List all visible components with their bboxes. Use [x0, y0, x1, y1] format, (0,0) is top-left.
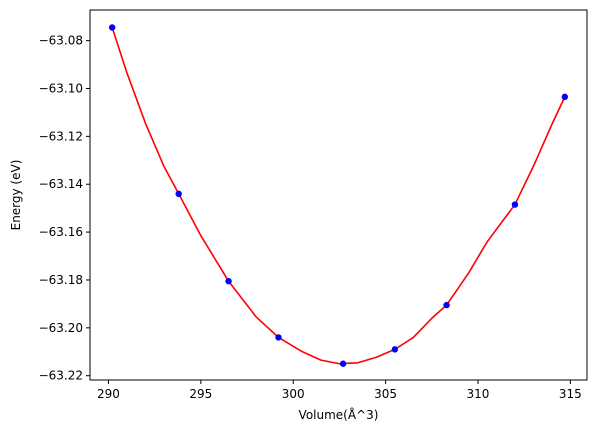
y-tick-label: −63.22 — [39, 369, 83, 383]
x-tick-label: 305 — [374, 387, 397, 401]
data-point — [339, 360, 347, 367]
x-tick-label: 295 — [189, 387, 212, 401]
data-point — [561, 93, 569, 101]
x-tick-label: 300 — [282, 387, 305, 401]
y-axis-label: Energy (eV) — [9, 160, 23, 231]
y-tick-label: −63.16 — [39, 225, 83, 239]
fit-curve-line — [111, 27, 566, 365]
data-point — [511, 201, 519, 208]
y-tick-label: −63.14 — [39, 177, 83, 191]
y-tick-label: −63.18 — [39, 273, 83, 287]
y-tick-label: −63.20 — [39, 321, 83, 335]
x-tick-label: 290 — [97, 387, 120, 401]
plot-background — [90, 10, 587, 380]
y-tick-label: −63.08 — [39, 34, 83, 48]
x-tick-label: 315 — [559, 387, 582, 401]
plot-frame — [89, 9, 588, 381]
data-point — [225, 277, 232, 285]
y-axis-ticks: −63.08 −63.10 −63.12 −63.14 −63.16 −63.18 −63.… — [39, 34, 90, 383]
fit-curve-layer — [111, 27, 566, 365]
x-axis-ticks: 290 295 300 305 310 315 — [97, 380, 582, 401]
data-point — [275, 334, 282, 341]
data-point — [175, 190, 182, 198]
data-points-layer — [108, 24, 569, 367]
data-point — [443, 301, 450, 309]
x-axis-label: Volume(Å^3) — [299, 407, 379, 422]
x-tick-label: 310 — [467, 387, 490, 401]
data-point — [391, 346, 399, 353]
y-tick-label: −63.12 — [39, 129, 83, 143]
data-point — [108, 24, 116, 31]
y-tick-label: −63.10 — [39, 81, 83, 95]
